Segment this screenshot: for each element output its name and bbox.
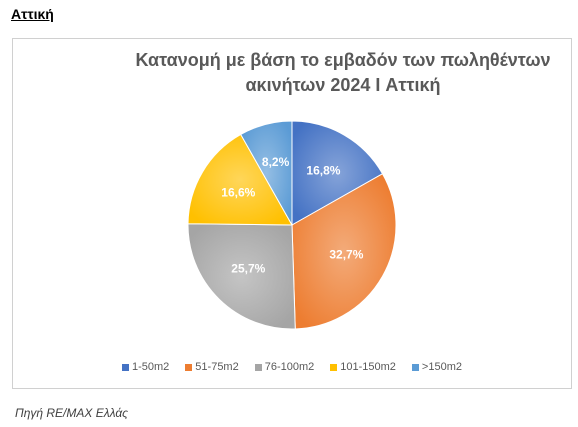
legend-label: 76-100m2 — [264, 361, 315, 373]
pie-slice — [291, 173, 397, 330]
legend-item: 1-50m2 — [122, 361, 169, 373]
chart-box: 16,8% 32,7% 25,7% 16,6% 8,2% Κατανομή με βάσ… — [12, 38, 572, 389]
chart: 16,8% 32,7% 25,7% 16,6% 8,2% — [187, 120, 397, 330]
legend-swatch — [122, 363, 129, 371]
legend-item: 76-100m2 — [254, 361, 315, 373]
data-label: 16,6% — [221, 185, 255, 199]
legend-item: 51-75m2 — [185, 361, 239, 373]
legend-label: 1-50m2 — [132, 361, 170, 373]
legend-swatch — [330, 363, 338, 371]
pie-slice — [291, 120, 384, 226]
data-label: 32,7% — [329, 248, 363, 262]
legend-label: >150m2 — [421, 361, 462, 373]
chart-title: Κατανομή με βάση το εμβαδόν των πωληθέντ… — [135, 50, 551, 95]
data-label: 25,7% — [231, 262, 265, 276]
data-label: 16,8% — [306, 163, 340, 177]
source: Πηγή RE/MAX Ελλάς — [15, 406, 129, 420]
legend-swatch — [185, 363, 193, 371]
data-label: 8,2% — [262, 155, 290, 169]
legend-item: >150m2 — [411, 361, 462, 373]
legend-swatch — [254, 363, 262, 371]
legend-label: 101-150m2 — [340, 361, 396, 373]
legend-label: 51-75m2 — [195, 361, 239, 373]
header: Αττική — [11, 6, 54, 22]
pie-slice — [240, 120, 293, 227]
pie-slice — [187, 133, 293, 226]
pie-slice — [187, 223, 296, 330]
legend: 1-50m2 51-75m2 76-100m2 101-150m2 >150m2 — [13, 361, 571, 373]
legend-swatch — [411, 363, 419, 371]
legend-item: 101-150m2 — [330, 361, 396, 373]
